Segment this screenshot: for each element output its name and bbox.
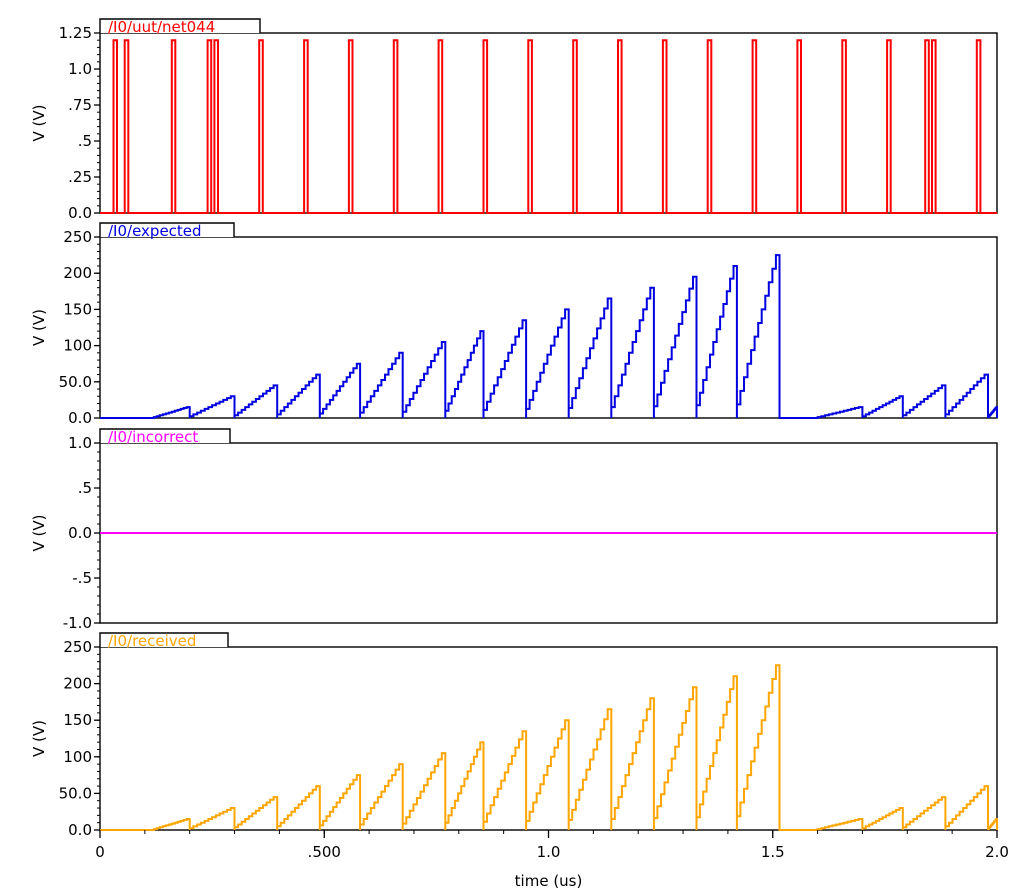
y-axis-label: V (V) — [30, 309, 48, 346]
y-tick-label: 100 — [63, 748, 92, 766]
x-tick-label: 1.5 — [761, 843, 785, 861]
y-tick-label: 0.0 — [68, 821, 92, 839]
x-axis-label: time (us) — [515, 872, 583, 890]
y-axis-label: V (V) — [30, 105, 48, 142]
y-axis-label: V (V) — [30, 515, 48, 552]
signal-name: /I0/uut/net044 — [108, 18, 215, 36]
panel-frame — [99, 236, 998, 419]
y-tick-label: .25 — [68, 168, 92, 186]
signal-name: /I0/expected — [108, 222, 202, 240]
y-tick-label: 100 — [63, 337, 92, 355]
y-tick-label: .5 — [78, 132, 92, 150]
y-axis-label: V (V) — [30, 720, 48, 757]
y-tick-label: 0.0 — [68, 524, 92, 542]
y-tick-label: 150 — [63, 300, 92, 318]
panel-frame — [99, 646, 998, 831]
y-tick-label: -1.0 — [63, 614, 92, 632]
signal-name: /I0/received — [108, 632, 196, 650]
y-tick-label: 200 — [63, 264, 92, 282]
signal-tag-box — [99, 428, 231, 443]
signal-tag-box — [99, 222, 235, 237]
y-tick-label: .75 — [68, 96, 92, 114]
series-line — [100, 664, 998, 831]
y-tick-label: 250 — [63, 638, 92, 656]
signal-tag-box — [99, 18, 261, 33]
series-line — [100, 39, 997, 214]
y-tick-label: .5 — [78, 479, 92, 497]
x-tick-label: .500 — [308, 843, 341, 861]
x-tick-label: 1.0 — [537, 843, 561, 861]
y-tick-label: 1.0 — [68, 434, 92, 452]
y-tick-label: 1.0 — [68, 60, 92, 78]
y-tick-label: 150 — [63, 711, 92, 729]
x-tick-label: 0 — [95, 843, 105, 861]
y-tick-label: 0.0 — [68, 204, 92, 222]
y-tick-label: 1.25 — [59, 24, 92, 42]
y-tick-label: 200 — [63, 675, 92, 693]
panel-frame — [99, 32, 998, 214]
y-tick-label: 0.0 — [68, 409, 92, 427]
x-tick-label: 2.0 — [985, 843, 1009, 861]
y-tick-label: -.5 — [72, 569, 92, 587]
y-tick-label: 50.0 — [59, 373, 92, 391]
y-tick-label: 250 — [63, 228, 92, 246]
signal-name: /I0/incorrect — [108, 428, 198, 446]
signal-tag-box — [99, 632, 229, 647]
series-line — [100, 254, 998, 419]
y-tick-label: 50.0 — [59, 784, 92, 802]
